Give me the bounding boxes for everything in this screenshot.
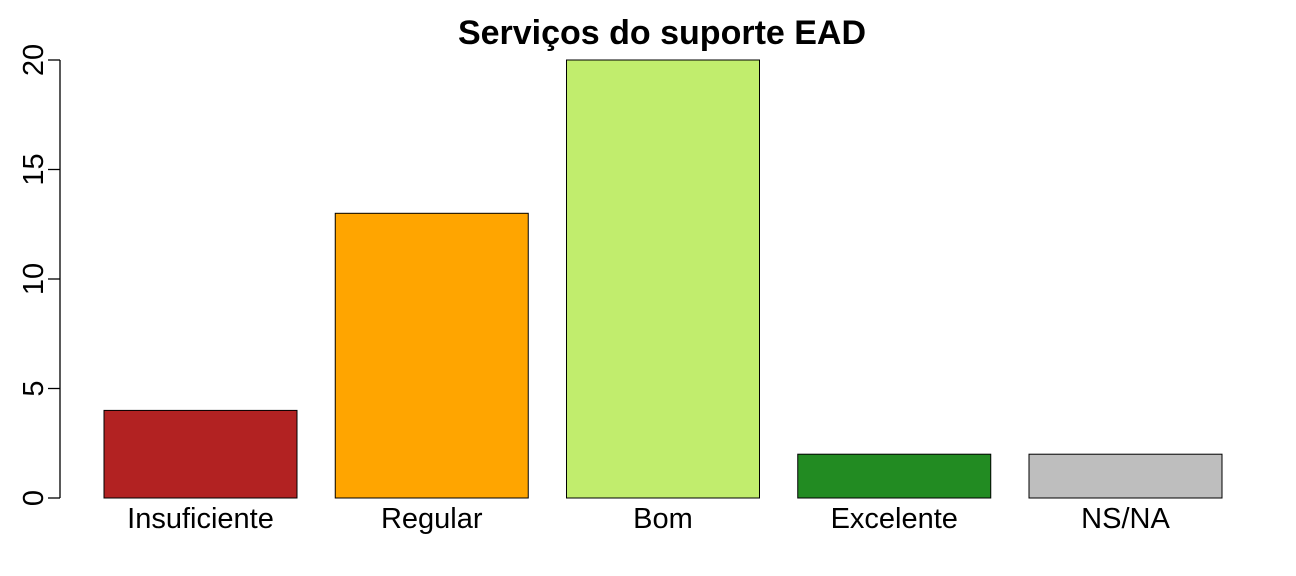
x-category-label: NS/NA bbox=[1081, 503, 1170, 535]
y-tick-label: 15 bbox=[18, 153, 50, 185]
bar-regular bbox=[334, 212, 529, 499]
x-category-label: Insuficiente bbox=[127, 503, 274, 535]
y-axis: 0 5 10 15 20 bbox=[18, 44, 61, 506]
bar-insuficiente bbox=[103, 409, 298, 499]
bar-bom bbox=[566, 59, 760, 499]
bar-ns-na bbox=[1028, 453, 1223, 499]
x-category-label: Excelente bbox=[831, 503, 958, 535]
y-tick-label: 0 bbox=[18, 490, 50, 506]
chart-title: Serviços do suporte EAD bbox=[458, 14, 866, 52]
x-axis-labels: Insuficiente Regular Bom Excelente NS/NA bbox=[127, 503, 1170, 535]
y-tick-label: 20 bbox=[18, 44, 50, 76]
x-category-label: Regular bbox=[381, 503, 483, 535]
bar-excelente bbox=[797, 453, 992, 499]
x-category-label: Bom bbox=[633, 503, 693, 535]
y-tick-label: 5 bbox=[18, 380, 50, 396]
y-tick-label: 10 bbox=[18, 263, 50, 295]
bars bbox=[103, 59, 1223, 499]
